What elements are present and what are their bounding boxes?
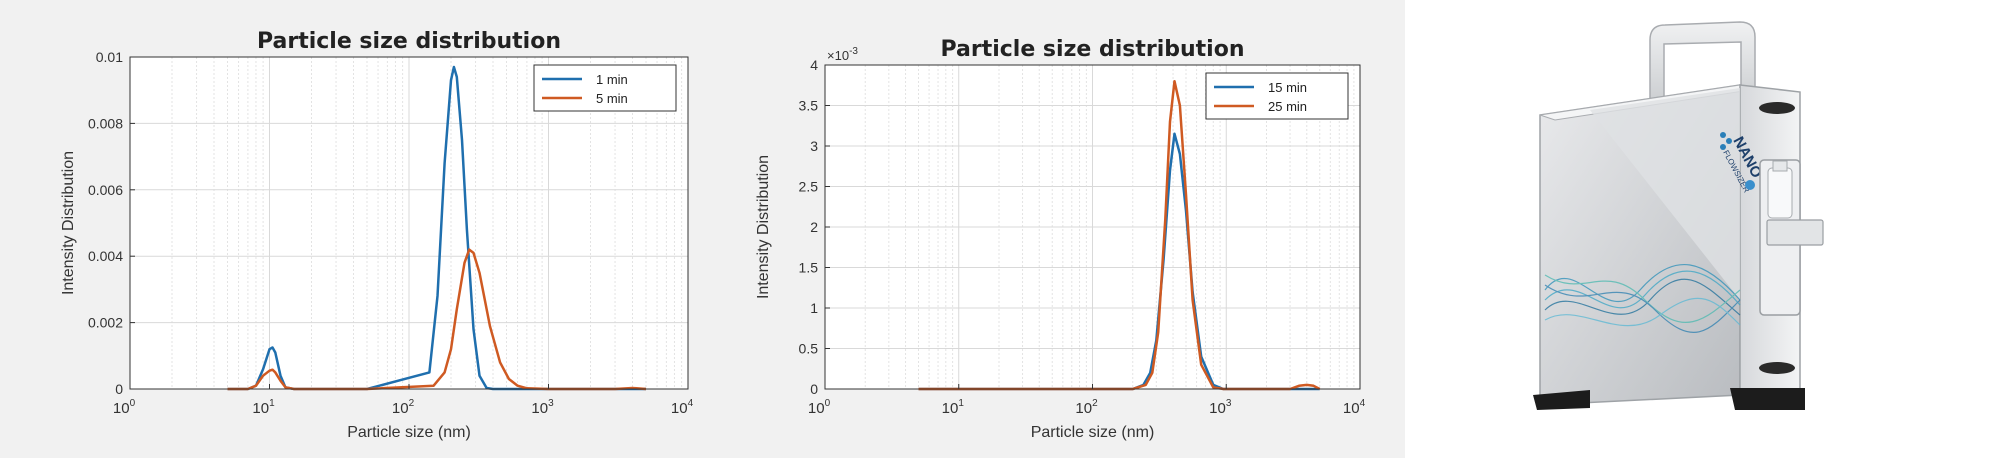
sample-holder — [1745, 159, 1824, 316]
y-tick-label: 0.006 — [88, 182, 123, 198]
x-tick-label: 100 — [113, 398, 136, 417]
legend-box — [1205, 72, 1349, 120]
device-latches — [1759, 102, 1795, 374]
product-photo: NANO FLOWSIZER — [1405, 0, 2000, 458]
y-tick-label: 3 — [810, 138, 818, 154]
series-line-1-min — [227, 65, 646, 391]
x-axis-label: Particle size (nm) — [347, 424, 471, 441]
device-feet — [1533, 388, 1805, 410]
chart-2: 100 101 102 103 104 0 0.5 1 1.5 2 2.5 3 3.5 4 ×10-3 Par… — [755, 37, 1366, 441]
legend-label: 25 min — [1268, 99, 1307, 114]
wave-graphic — [1544, 263, 1741, 333]
x-tick-label: 104 — [671, 398, 694, 417]
legend-label: 1 min — [596, 72, 628, 87]
y-tick-label: 0.5 — [799, 341, 819, 357]
y-multiplier-label: ×10-3 — [827, 46, 858, 63]
x-tick-label: 103 — [531, 398, 554, 417]
y-tick-label: 0.008 — [88, 115, 123, 131]
y-tick-label: 0.004 — [88, 248, 123, 264]
legend-label: 15 min — [1268, 80, 1307, 95]
nano-flowsizer-device: NANO FLOWSIZER — [1533, 21, 1824, 410]
y-tick-label: 4 — [810, 57, 818, 73]
y-tick-label: 0.01 — [96, 49, 123, 65]
chart-panel-2: 100 101 102 103 104 0 0.5 1 1.5 2 2.5 3 3.5 4 ×10-3 Par… — [745, 0, 1405, 458]
y-tick-label: 3.5 — [799, 98, 819, 114]
legend: 15 min 25 min — [1205, 72, 1349, 120]
legend-label: 5 min — [596, 91, 628, 106]
x-tick-label: 102 — [1075, 398, 1098, 417]
x-tick-label: 104 — [1343, 398, 1366, 417]
x-tick-label: 101 — [942, 398, 965, 417]
chart-1: 100 101 102 103 104 0 0.002 0.004 0.006 0.008 0.01… — [60, 29, 694, 441]
y-axis-label: Intensity Distribution — [60, 151, 77, 295]
chart-title: Particle size distribution — [257, 29, 561, 54]
y-tick-label: 0.002 — [88, 315, 123, 331]
series-line-15-min — [918, 132, 1320, 391]
y-tick-label: 2.5 — [799, 179, 819, 195]
series-line-5-min — [227, 248, 647, 391]
device-body — [1539, 84, 1801, 406]
x-axis-label: Particle size (nm) — [1031, 424, 1155, 441]
chart-panel-1: 100 101 102 103 104 0 0.002 0.004 0.006 0.008 0.01… — [0, 0, 745, 458]
x-tick-label: 100 — [808, 398, 831, 417]
y-tick-label: 1 — [810, 300, 818, 316]
y-axis-label: Intensity Distribution — [755, 155, 772, 299]
legend: 1 min 5 min — [533, 64, 677, 112]
y-tick-label: 2 — [810, 219, 818, 235]
chart-title: Particle size distribution — [940, 37, 1244, 62]
series-line-25-min — [918, 79, 1321, 391]
y-tick-label: 1.5 — [799, 260, 819, 276]
y-tick-label: 0 — [810, 381, 818, 397]
x-tick-label: 102 — [392, 398, 415, 417]
x-tick-label: 101 — [252, 398, 275, 417]
y-tick-label: 0 — [115, 381, 123, 397]
x-tick-label: 103 — [1209, 398, 1232, 417]
legend-box — [533, 64, 677, 112]
